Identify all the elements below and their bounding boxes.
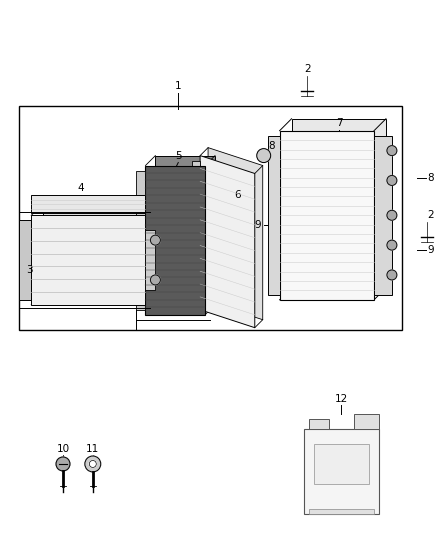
- Text: 9: 9: [254, 220, 261, 230]
- Bar: [31, 196, 145, 213]
- Bar: [374, 136, 392, 295]
- Text: 11: 11: [86, 444, 99, 454]
- Polygon shape: [292, 119, 386, 288]
- Polygon shape: [208, 148, 263, 320]
- Bar: [192, 160, 200, 305]
- Bar: [279, 131, 374, 300]
- Bar: [145, 166, 205, 315]
- Circle shape: [387, 211, 397, 220]
- Text: 2: 2: [304, 64, 311, 74]
- Text: 1: 1: [175, 81, 182, 91]
- Text: 4: 4: [78, 183, 84, 193]
- Circle shape: [85, 456, 101, 472]
- Bar: [145, 230, 155, 290]
- Circle shape: [387, 175, 397, 185]
- Text: 6: 6: [235, 190, 241, 200]
- Text: 7: 7: [336, 118, 343, 128]
- Circle shape: [257, 149, 271, 163]
- Text: 8: 8: [268, 141, 275, 151]
- Text: 12: 12: [335, 394, 348, 405]
- Circle shape: [387, 146, 397, 156]
- Circle shape: [150, 235, 160, 245]
- Bar: [314, 444, 369, 484]
- Text: 9: 9: [427, 245, 434, 255]
- Bar: [135, 171, 145, 310]
- Text: 5: 5: [175, 151, 182, 160]
- Circle shape: [387, 270, 397, 280]
- Polygon shape: [155, 156, 215, 305]
- Polygon shape: [43, 205, 157, 295]
- Bar: [19, 220, 31, 300]
- Bar: [268, 136, 279, 295]
- Text: 2: 2: [427, 210, 434, 220]
- Bar: [309, 508, 374, 514]
- Circle shape: [150, 275, 160, 285]
- Polygon shape: [309, 419, 329, 429]
- Circle shape: [387, 240, 397, 250]
- Text: 3: 3: [26, 265, 32, 275]
- Bar: [19, 106, 402, 330]
- Text: 10: 10: [57, 444, 70, 454]
- Circle shape: [56, 457, 70, 471]
- Bar: [304, 429, 379, 514]
- Text: 8: 8: [427, 173, 434, 183]
- Polygon shape: [200, 156, 255, 328]
- Bar: [31, 215, 145, 305]
- Circle shape: [89, 461, 96, 467]
- Bar: [354, 414, 379, 429]
